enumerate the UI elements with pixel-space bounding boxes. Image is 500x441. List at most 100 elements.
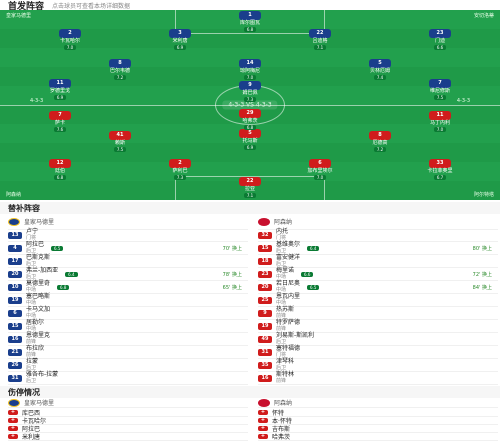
sub-player-row[interactable]: 13 卢宁 门将 bbox=[8, 228, 248, 242]
sub-player-row[interactable]: 16 恩德里克 前锋 bbox=[8, 332, 248, 346]
shirt-number: 19 bbox=[8, 296, 22, 304]
home-player[interactable]: 1 库尔图瓦 6.8 bbox=[215, 11, 285, 33]
sub-player-name: 刘易斯-斯凯利 bbox=[276, 332, 315, 339]
shirt-number: 4 bbox=[8, 244, 22, 252]
shirt-number: 16 bbox=[8, 335, 22, 343]
sub-player-row[interactable]: 6 卡马文加 中场 bbox=[8, 306, 248, 320]
home-player[interactable]: 22 吕迪格 7.1 bbox=[285, 29, 355, 51]
player-name: 卡拉菲奥里 bbox=[427, 168, 453, 174]
away-player[interactable]: 33 卡拉菲奥里 6.7 bbox=[405, 159, 475, 181]
shirt-number: 25 bbox=[258, 296, 272, 304]
sub-player-row[interactable]: 16 斯特林 前锋 bbox=[258, 371, 498, 385]
player-rating: 7.0 bbox=[433, 127, 447, 132]
shirt-icon: 5 bbox=[369, 59, 391, 68]
shirt-number: 31 bbox=[258, 348, 272, 356]
away-player[interactable]: 7 萨卡 7.6 bbox=[25, 111, 95, 133]
sub-player-row[interactable]: 15 基维奥尔 后卫 6.4 80' 换上 bbox=[258, 241, 498, 255]
sub-player-name: 卢宁 bbox=[26, 228, 39, 235]
sub-player-row[interactable]: 17 巴斯克斯 后卫 bbox=[8, 254, 248, 268]
player-rating: 6.8 bbox=[243, 125, 257, 130]
away-player[interactable]: 6 加布里埃尔 7.0 bbox=[285, 159, 355, 181]
home-player[interactable]: 11 罗德里戈 6.9 bbox=[25, 79, 95, 101]
shirt-icon: 7 bbox=[49, 111, 71, 120]
sub-player-name: 阿拉巴 bbox=[26, 241, 45, 248]
injured-player-row[interactable]: + 阿拉巴 bbox=[8, 425, 248, 433]
away-player[interactable]: 12 廷伯 6.8 bbox=[25, 159, 95, 181]
injured-player-row[interactable]: + 吉布斯 bbox=[258, 425, 498, 433]
player-name: 吕迪格 bbox=[312, 38, 328, 44]
sub-player-row[interactable]: 19 塞巴略斯 中场 bbox=[8, 293, 248, 307]
home-player[interactable]: 9 姆巴佩 7.3 bbox=[215, 81, 285, 103]
sub-time: 84' 换上 bbox=[472, 284, 492, 291]
sub-player-position: 前锋 bbox=[26, 339, 37, 345]
home-player[interactable]: 8 巴尔韦德 7.2 bbox=[85, 59, 155, 81]
sub-player-position: 后卫 bbox=[26, 248, 37, 254]
sub-player-row[interactable]: 19 特罗萨德 前锋 bbox=[258, 319, 498, 333]
shirt-number: 6 bbox=[8, 309, 22, 317]
sub-player-row[interactable]: 31 塞特福德 门将 bbox=[258, 345, 498, 359]
home-player[interactable]: 3 米利唐 6.9 bbox=[145, 29, 215, 51]
away-player[interactable]: 22 拉亚 7.1 bbox=[215, 177, 285, 199]
sub-player-position: 后卫 bbox=[276, 248, 287, 254]
away-player[interactable]: 2 萨利巴 7.3 bbox=[145, 159, 215, 181]
sub-player-position: 中场 bbox=[26, 313, 37, 319]
away-player[interactable]: 8 厄德高 7.2 bbox=[345, 131, 415, 153]
shirt-number: 32 bbox=[258, 231, 272, 239]
sub-player-row[interactable]: 10 莫德里奇 中场 6.8 65' 换上 bbox=[8, 280, 248, 294]
shirt-icon: 12 bbox=[49, 159, 71, 168]
sub-player-row[interactable]: 21 布拉欣 前锋 bbox=[8, 345, 248, 359]
home-player[interactable]: 5 贝林厄姆 7.4 bbox=[345, 59, 415, 81]
sub-player-row[interactable]: 32 内托 门将 bbox=[258, 228, 498, 242]
sub-player-row[interactable]: 15 居勒尔 中场 bbox=[8, 319, 248, 333]
sub-player-row[interactable]: 49 刘易斯-斯凯利 后卫 bbox=[258, 332, 498, 346]
sub-player-row[interactable]: 35 津琴科 后卫 bbox=[258, 358, 498, 372]
away-player[interactable]: 41 赖斯 7.5 bbox=[85, 131, 155, 153]
away-coach: 阿尔特塔 bbox=[473, 192, 494, 198]
injured-player-row[interactable]: + 库巴西 bbox=[8, 409, 248, 417]
shirt-number: 20 bbox=[258, 283, 272, 291]
injury-icon: + bbox=[258, 418, 268, 423]
injured-player-row[interactable]: + 怀特 bbox=[258, 409, 498, 417]
sub-player-row[interactable]: 25 恩瓦内里 中场 bbox=[258, 293, 498, 307]
shirt-number: 13 bbox=[8, 231, 22, 239]
sub-time: 70' 换上 bbox=[222, 245, 242, 252]
player-name: 库尔图瓦 bbox=[239, 20, 260, 26]
sub-player-row[interactable]: 20 若日尼奥 中场 6.5 84' 换上 bbox=[258, 280, 498, 294]
sub-player-row[interactable]: 4 阿拉巴 后卫 6.5 70' 换上 bbox=[8, 241, 248, 255]
player-rating: 7.5 bbox=[113, 147, 127, 152]
sub-player-name: 特罗萨德 bbox=[276, 319, 301, 326]
sub-player-rating: 6.5 bbox=[307, 284, 320, 290]
sub-player-row[interactable]: 31 雅各布-拉蒙 后卫 bbox=[8, 371, 248, 385]
shirt-number: 19 bbox=[258, 322, 272, 330]
injured-player-row[interactable]: + 卡瓦哈尔 bbox=[8, 417, 248, 425]
shirt-icon: 22 bbox=[309, 29, 331, 38]
home-player[interactable]: 14 琼阿梅尼 7.0 bbox=[215, 59, 285, 81]
home-player[interactable]: 2 卡瓦哈尔 7.0 bbox=[35, 29, 105, 51]
shirt-number: 23 bbox=[258, 270, 272, 278]
sub-player-row[interactable]: 9 热苏斯 前锋 bbox=[258, 306, 498, 320]
home-player[interactable]: 7 维尼修斯 7.5 bbox=[405, 79, 475, 101]
sub-player-row[interactable]: 26 拉蒙 后卫 bbox=[8, 358, 248, 372]
formation-badge: 4-3-3 VS 4-3-3 bbox=[222, 100, 278, 110]
sub-player-position: 门将 bbox=[276, 235, 287, 241]
home-player[interactable]: 23 门迪 6.6 bbox=[405, 29, 475, 51]
sub-player-row[interactable]: 18 富安健洋 后卫 bbox=[258, 254, 498, 268]
sub-player-name: 恩瓦内里 bbox=[276, 293, 301, 300]
injury-icon: + bbox=[8, 418, 18, 423]
sub-player-name: 莫德里奇 bbox=[26, 280, 51, 287]
sub-player-row[interactable]: 23 梅里诺 中场 6.6 72' 换上 bbox=[258, 267, 498, 281]
real-madrid-crest-icon bbox=[8, 398, 20, 407]
subs-section-header: 替补阵容 bbox=[0, 202, 500, 214]
away-player[interactable]: 5 托马斯 6.9 bbox=[215, 129, 285, 151]
injuries-home-team-row: 皇家马德里 bbox=[8, 398, 248, 408]
away-player[interactable]: 11 马丁内利 7.0 bbox=[405, 111, 475, 133]
sub-player-position: 前锋 bbox=[276, 326, 287, 332]
injury-icon: + bbox=[258, 426, 268, 431]
away-player[interactable]: 29 哈弗茨 6.8 bbox=[215, 109, 285, 131]
player-rating: 7.2 bbox=[113, 75, 127, 80]
sub-player-row[interactable]: 20 弗兰-加西亚 后卫 6.4 78' 换上 bbox=[8, 267, 248, 281]
sub-player-position: 门将 bbox=[276, 352, 287, 358]
injured-player-row[interactable]: + 本·怀特 bbox=[258, 417, 498, 425]
player-name: 门迪 bbox=[434, 38, 445, 44]
shirt-icon: 23 bbox=[429, 29, 451, 38]
